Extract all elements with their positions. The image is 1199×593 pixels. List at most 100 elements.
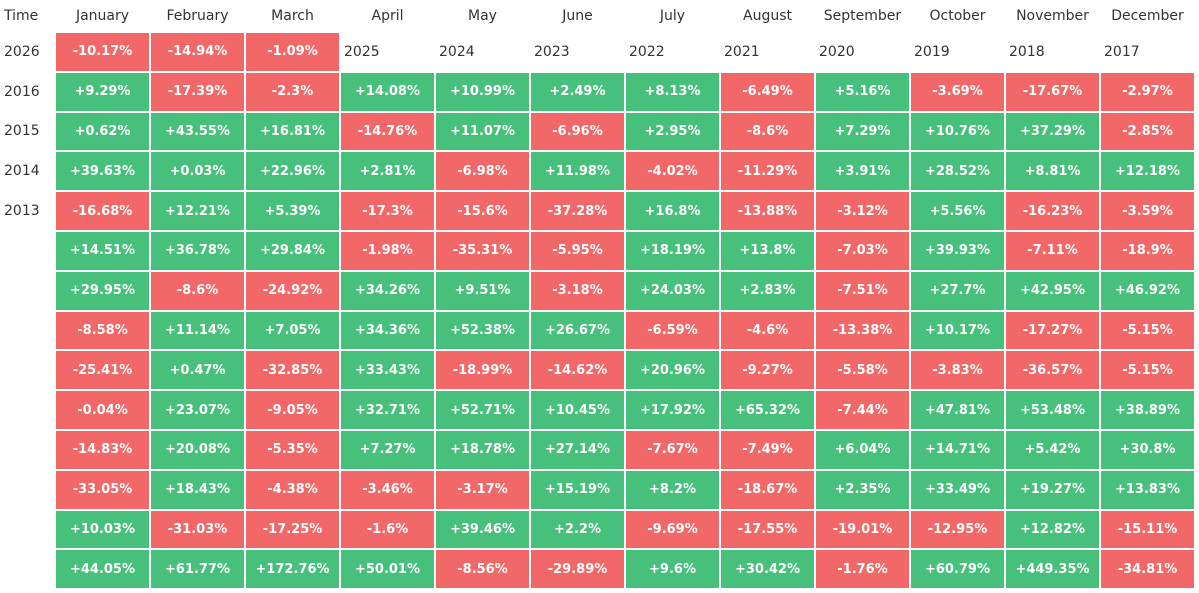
return-cell: +10.76% [911,112,1004,151]
return-cell: +5.42% [1006,430,1099,469]
year-label: 2020 [819,43,855,60]
return-cell: +33.49% [911,470,1004,509]
return-cell: +27.14% [531,430,624,469]
return-cell: -4.02% [626,152,719,191]
return-cell: +18.19% [626,231,719,270]
return-cell: -31.03% [151,510,244,549]
return-cell: +2.2% [531,510,624,549]
return-cell: -14.83% [56,430,149,469]
column-header: December [1111,8,1184,24]
return-cell: -29.89% [531,550,624,589]
return-cell: -37.28% [531,192,624,230]
return-cell: +8.2% [626,470,719,509]
return-cell: +0.47% [151,351,244,390]
return-cell: -2.97% [1101,72,1194,111]
return-cell: +0.62% [56,112,149,151]
return-cell: +18.78% [436,430,529,469]
return-cell: -3.46% [341,470,434,509]
column-header: June [562,8,593,24]
return-cell: +30.42% [721,550,814,589]
return-cell: -6.96% [531,112,624,151]
return-cell: -7.67% [626,430,719,469]
return-cell: +449.35% [1006,550,1099,589]
return-cell: +8.13% [626,72,719,111]
return-cell: -1.76% [816,550,909,589]
return-cell: +10.45% [531,391,624,429]
return-cell: -5.15% [1101,311,1194,350]
return-cell: -5.58% [816,351,909,390]
return-cell: +2.95% [626,112,719,151]
year-label: 2013 [4,203,40,220]
return-cell: -13.88% [721,192,814,230]
column-header: April [371,8,404,24]
return-cell: +65.32% [721,391,814,429]
year-label: 2018 [1009,43,1045,60]
return-cell: -18.67% [721,470,814,509]
return-cell: +37.29% [1006,112,1099,151]
return-cell: +3.91% [816,152,909,191]
return-cell: +12.18% [1101,152,1194,191]
return-cell: +13.83% [1101,470,1194,509]
return-cell: -3.59% [1101,192,1194,230]
return-cell: +61.77% [151,550,244,589]
return-cell: +10.99% [436,72,529,111]
year-label: 2025 [344,43,380,60]
return-cell: -4.6% [721,311,814,350]
return-cell: +0.03% [151,152,244,191]
return-cell: -19.01% [816,510,909,549]
return-cell: -11.29% [721,152,814,191]
return-cell: -5.15% [1101,351,1194,390]
column-header: October [929,8,986,24]
return-cell: +8.81% [1006,152,1099,191]
return-cell: +42.95% [1006,271,1099,310]
return-cell: +11.14% [151,311,244,350]
return-cell: -3.18% [531,271,624,310]
return-cell: +5.39% [246,192,339,230]
year-label: 2014 [4,163,40,180]
return-cell: -10.17% [56,33,149,71]
return-cell: +34.36% [341,311,434,350]
return-cell: +44.05% [56,550,149,589]
return-cell: +50.01% [341,550,434,589]
return-cell: -7.11% [1006,231,1099,270]
return-cell: +28.52% [911,152,1004,191]
return-cell: -9.27% [721,351,814,390]
return-cell: -32.85% [246,351,339,390]
year-label: 2023 [534,43,570,60]
return-cell: +47.81% [911,391,1004,429]
return-cell: +9.29% [56,72,149,111]
return-cell: -9.69% [626,510,719,549]
return-cell: +22.96% [246,152,339,191]
year-label: 2016 [4,83,40,100]
column-header: November [1016,8,1089,24]
return-cell: -8.56% [436,550,529,589]
return-cell: -7.44% [816,391,909,429]
return-cell: +38.89% [1101,391,1194,429]
return-cell: -3.17% [436,470,529,509]
return-cell: +19.27% [1006,470,1099,509]
return-cell: +12.82% [1006,510,1099,549]
return-cell: +14.51% [56,231,149,270]
return-cell: -7.03% [816,231,909,270]
column-header: May [468,8,497,24]
return-cell: -17.27% [1006,311,1099,350]
return-cell: +33.43% [341,351,434,390]
return-cell: -6.49% [721,72,814,111]
column-header: February [166,8,229,24]
return-cell: +10.17% [911,311,1004,350]
return-cell: +14.71% [911,430,1004,469]
return-cell: -8.58% [56,311,149,350]
return-cell: -17.25% [246,510,339,549]
return-cell: +32.71% [341,391,434,429]
return-cell: -15.6% [436,192,529,230]
return-cell: -1.09% [246,33,339,71]
return-cell: +39.46% [436,510,529,549]
year-label: 2024 [439,43,475,60]
column-header: September [823,8,902,24]
return-cell: -5.35% [246,430,339,469]
return-cell: +172.76% [246,550,339,589]
return-cell: +2.35% [816,470,909,509]
return-cell: -17.3% [341,192,434,230]
return-cell: -6.59% [626,311,719,350]
